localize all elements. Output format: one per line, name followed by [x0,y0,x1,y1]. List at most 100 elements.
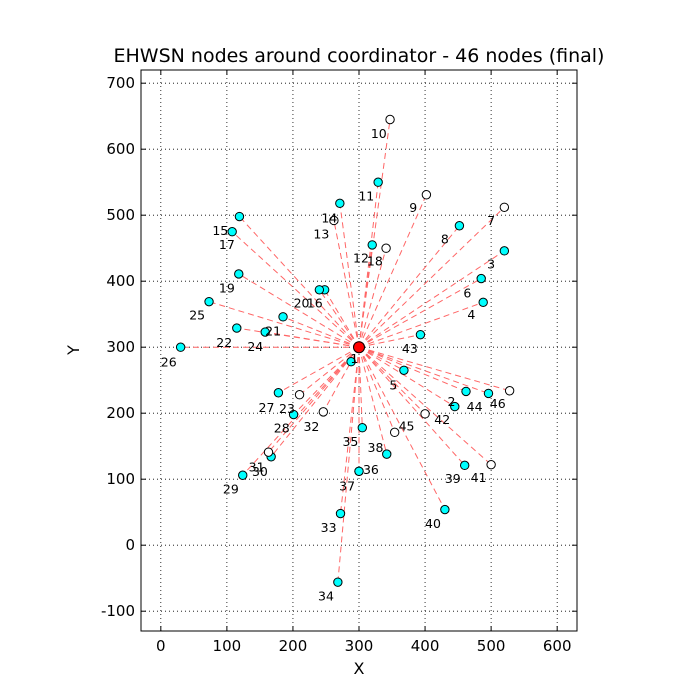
link-line [358,347,388,455]
node-label: 28 [274,420,290,435]
node-label: 39 [445,471,461,486]
y-tick-label: 0 [125,536,135,554]
node-label: 5 [389,377,397,392]
link-line [318,289,360,348]
node-label: 33 [321,520,337,535]
node-label: 25 [189,307,205,322]
nodes [175,114,515,587]
node-marker [499,246,510,256]
link-line [358,346,426,415]
node-label: 9 [409,200,417,215]
node-marker [318,407,329,417]
link-line [268,346,360,453]
node-marker [385,114,395,125]
node-label: 8 [441,232,449,247]
node-marker [234,269,244,279]
node-label: 38 [368,440,384,455]
node-label: 10 [371,126,387,141]
node-marker [234,211,245,222]
node-marker [333,577,343,587]
link-line [358,334,421,348]
node-marker [440,504,450,515]
node-marker [357,423,368,433]
link-line [358,347,396,433]
node-label: 41 [471,470,487,485]
y-tick-label: 400 [106,272,135,290]
node-label: 46 [490,396,506,411]
node-label: 18 [367,253,383,268]
node-marker [367,240,377,250]
node-marker [421,190,432,200]
link-line [358,278,482,348]
link-line [358,225,460,348]
link-line [238,273,360,348]
link-lines [180,119,510,583]
link-line [231,231,360,348]
link-line [358,301,484,348]
node-marker [476,273,486,284]
link-line [265,331,360,348]
link-line [358,346,456,408]
node-label: 31 [249,459,265,474]
node-marker [415,329,426,340]
node-label: 4 [467,307,475,322]
node-label: 44 [467,399,483,414]
link-line [242,346,360,476]
node-marker [288,409,299,420]
node-marker [227,227,237,237]
node-marker [499,202,510,212]
node-label: 42 [434,412,450,427]
x-tick-label: 500 [477,637,506,655]
y-tick-label: 500 [106,206,135,224]
node-labels: 1234567891011121314151617181920212223242… [161,126,506,604]
node-label: 37 [339,478,355,493]
node-label: 19 [219,280,235,295]
node-marker [238,470,248,480]
link-line [339,203,360,348]
x-tick-label: 0 [156,637,166,655]
node-label: 11 [358,189,374,204]
node-marker [459,460,470,471]
link-line [358,346,466,466]
link-line [358,182,379,348]
node-label: 22 [216,335,232,350]
link-line [358,250,505,348]
y-tick-label: 300 [106,338,135,356]
node-label: 12 [353,251,369,266]
x-tick-label: 100 [213,637,242,655]
node-label: 36 [363,462,379,477]
node-marker [346,357,356,367]
node-label: 21 [265,323,281,338]
x-tick-label: 400 [411,637,440,655]
coordinator-marker [353,341,365,354]
node-label: 43 [402,341,418,356]
link-line [208,301,360,348]
x-tick-label: 200 [279,637,308,655]
node-marker [461,386,471,397]
y-tick-label: -100 [101,602,135,620]
node-label: 23 [279,401,295,416]
link-line [239,216,360,348]
y-tick-label: 200 [106,404,135,422]
node-label: 13 [313,226,329,241]
link-line [358,119,391,348]
link-line [358,347,363,428]
y-tick-label: 600 [106,140,135,158]
node-label: 26 [161,354,177,369]
node-label: 30 [252,464,268,479]
node-marker [420,409,430,419]
x-axis-label: X [354,659,365,678]
link-line [333,220,360,348]
node-marker [504,386,515,396]
node-marker [389,427,400,438]
tick-labels: 0 100 200 300 400 500 600 -100 0 100 200 300 400 500 6… [101,74,572,655]
node-marker [278,312,288,322]
node-marker [454,221,465,231]
node-marker [175,342,186,352]
link-line [358,346,405,371]
node-label: 3 [487,257,495,272]
node-marker [483,388,494,399]
node-marker [260,327,270,337]
node-marker [335,508,346,519]
